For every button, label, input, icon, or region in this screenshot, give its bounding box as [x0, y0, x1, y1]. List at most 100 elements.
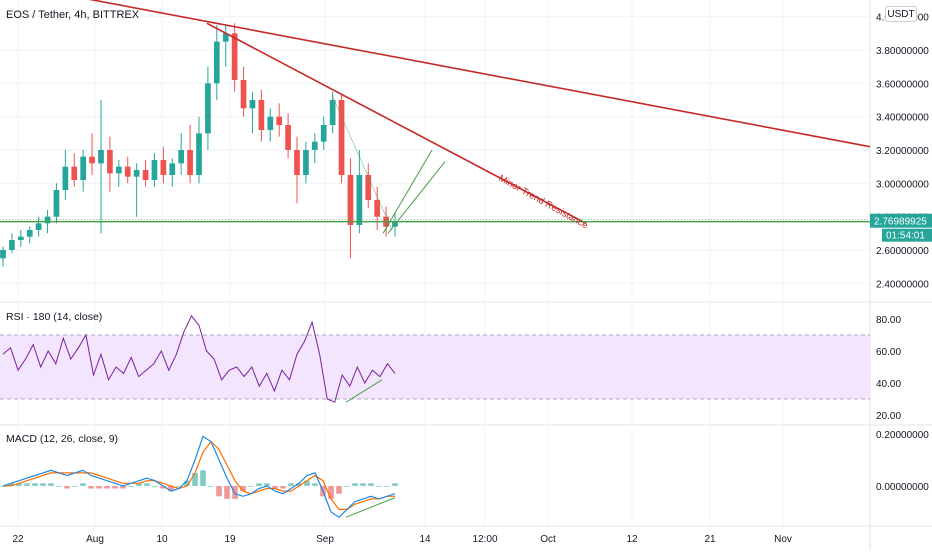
- price-tick-label: 3.00000000: [876, 179, 929, 190]
- macd-histogram-bar: [32, 483, 38, 486]
- macd-histogram-bar: [120, 485, 126, 489]
- macd-histogram-bar: [56, 485, 62, 487]
- candle-body: [267, 116, 274, 130]
- macd-histogram-bar: [304, 480, 310, 486]
- candle-body: [231, 33, 238, 80]
- candle-body: [160, 160, 167, 175]
- macd-histogram-bar: [152, 485, 158, 487]
- currency-badge[interactable]: USDT: [885, 6, 917, 22]
- macd-histogram-bar: [256, 483, 262, 486]
- time-tick-label: Oct: [540, 534, 556, 545]
- macd-tick-label: 0.00000000: [876, 482, 929, 493]
- macd-histogram-bar: [24, 483, 30, 486]
- macd-histogram-bar: [280, 485, 286, 489]
- time-tick-label: Nov: [774, 534, 792, 545]
- macd-histogram-bar: [392, 483, 398, 486]
- time-tick-label: 12: [626, 534, 638, 545]
- minor-trend-resistance-label[interactable]: Minor Trend Resistance: [497, 173, 590, 231]
- macd-histogram-bar: [344, 485, 350, 487]
- macd-histogram-bar: [192, 472, 198, 486]
- channel-line-upper: [382, 149, 433, 234]
- candle-body: [98, 150, 104, 164]
- macd-histogram-bar: [96, 485, 102, 489]
- candle-body: [35, 223, 42, 230]
- price-candles: [0, 23, 398, 267]
- macd-histogram-bar: [176, 485, 182, 487]
- macd-histogram-bar: [64, 485, 70, 489]
- macd-histogram-bar: [240, 485, 246, 492]
- macd-histogram-bar: [88, 485, 94, 489]
- candle-body: [196, 133, 202, 175]
- candle-body: [347, 175, 354, 225]
- candle-body: [311, 141, 318, 150]
- macd-histogram-bar: [312, 483, 318, 486]
- macd-title[interactable]: MACD (12, 26, close, 9): [6, 433, 118, 445]
- price-tick-label: 2.40000000: [876, 279, 929, 290]
- current-price-badge: 2.76989925 01:54:01: [870, 213, 932, 242]
- candle-body: [365, 175, 372, 200]
- channel-line-lower: [387, 161, 446, 234]
- rsi-title[interactable]: RSI · 180 (14, close): [6, 311, 102, 323]
- macd-tick-label: 0.20000000: [876, 430, 929, 441]
- rsi-band: [0, 334, 870, 400]
- candle-body: [53, 190, 60, 217]
- rsi-tick-label: 60.00: [876, 347, 901, 358]
- macd-histogram-bar: [224, 485, 230, 499]
- time-tick-label: 12:00: [472, 534, 497, 545]
- candle-body: [115, 166, 122, 174]
- macd-histogram-bar: [80, 483, 86, 486]
- candle-body: [213, 41, 220, 84]
- long-term-resistance-line: [88, 0, 871, 148]
- candle-body: [222, 33, 229, 42]
- price-tick-label: 3.40000000: [876, 113, 929, 124]
- macd-histogram-bar: [72, 485, 78, 487]
- macd-histogram-bar: [136, 483, 142, 486]
- countdown-value: 01:54:01: [886, 231, 925, 242]
- macd-histogram-bar: [360, 483, 366, 486]
- macd-histogram-bar: [216, 485, 222, 497]
- candle-body: [107, 150, 113, 174]
- candle-body: [249, 100, 256, 109]
- macd-histogram-bar: [48, 483, 54, 486]
- macd-line: [2, 435, 396, 518]
- symbol-title[interactable]: EOS / Tether, 4h, BITTREX: [6, 9, 140, 21]
- time-tick-label: 14: [419, 534, 431, 545]
- macd-histogram-bar: [160, 485, 166, 489]
- rsi-divergence-line: [345, 379, 383, 403]
- time-tick-label: 21: [704, 534, 716, 545]
- macd-histogram-bar: [208, 485, 214, 487]
- rsi-tick-label: 20.00: [876, 411, 901, 422]
- candle-body: [294, 150, 300, 175]
- candle-body: [276, 116, 283, 125]
- time-tick-label: Sep: [316, 534, 334, 545]
- macd-histogram-bar: [264, 483, 270, 486]
- macd-histogram-bar: [40, 483, 46, 486]
- current-price-value: 2.76989925: [874, 217, 927, 228]
- time-tick-label: 19: [224, 534, 236, 545]
- rsi-tick-label: 80.00: [876, 315, 901, 326]
- candle-body: [187, 150, 193, 175]
- macd-histogram-bar: [288, 483, 294, 486]
- macd-histogram-bar: [184, 480, 190, 486]
- candle-body: [9, 240, 15, 250]
- candle-body: [133, 170, 140, 177]
- candle-body: [303, 150, 309, 175]
- macd-histogram-bar: [200, 470, 206, 486]
- candle-body: [26, 230, 33, 237]
- candle-body: [374, 200, 381, 217]
- candle-body: [142, 170, 149, 180]
- macd-histogram-bar: [376, 485, 382, 487]
- price-tick-label: 3.60000000: [876, 79, 929, 90]
- macd-histogram-bar: [384, 485, 390, 487]
- candle-body: [205, 83, 211, 134]
- candle-body: [320, 125, 327, 142]
- candle-body: [89, 156, 95, 164]
- macd-histogram-bar: [352, 483, 358, 486]
- macd-histogram-bar: [16, 483, 22, 486]
- macd-histogram-bar: [112, 485, 118, 489]
- candle-body: [0, 250, 6, 259]
- candle-body: [329, 100, 336, 125]
